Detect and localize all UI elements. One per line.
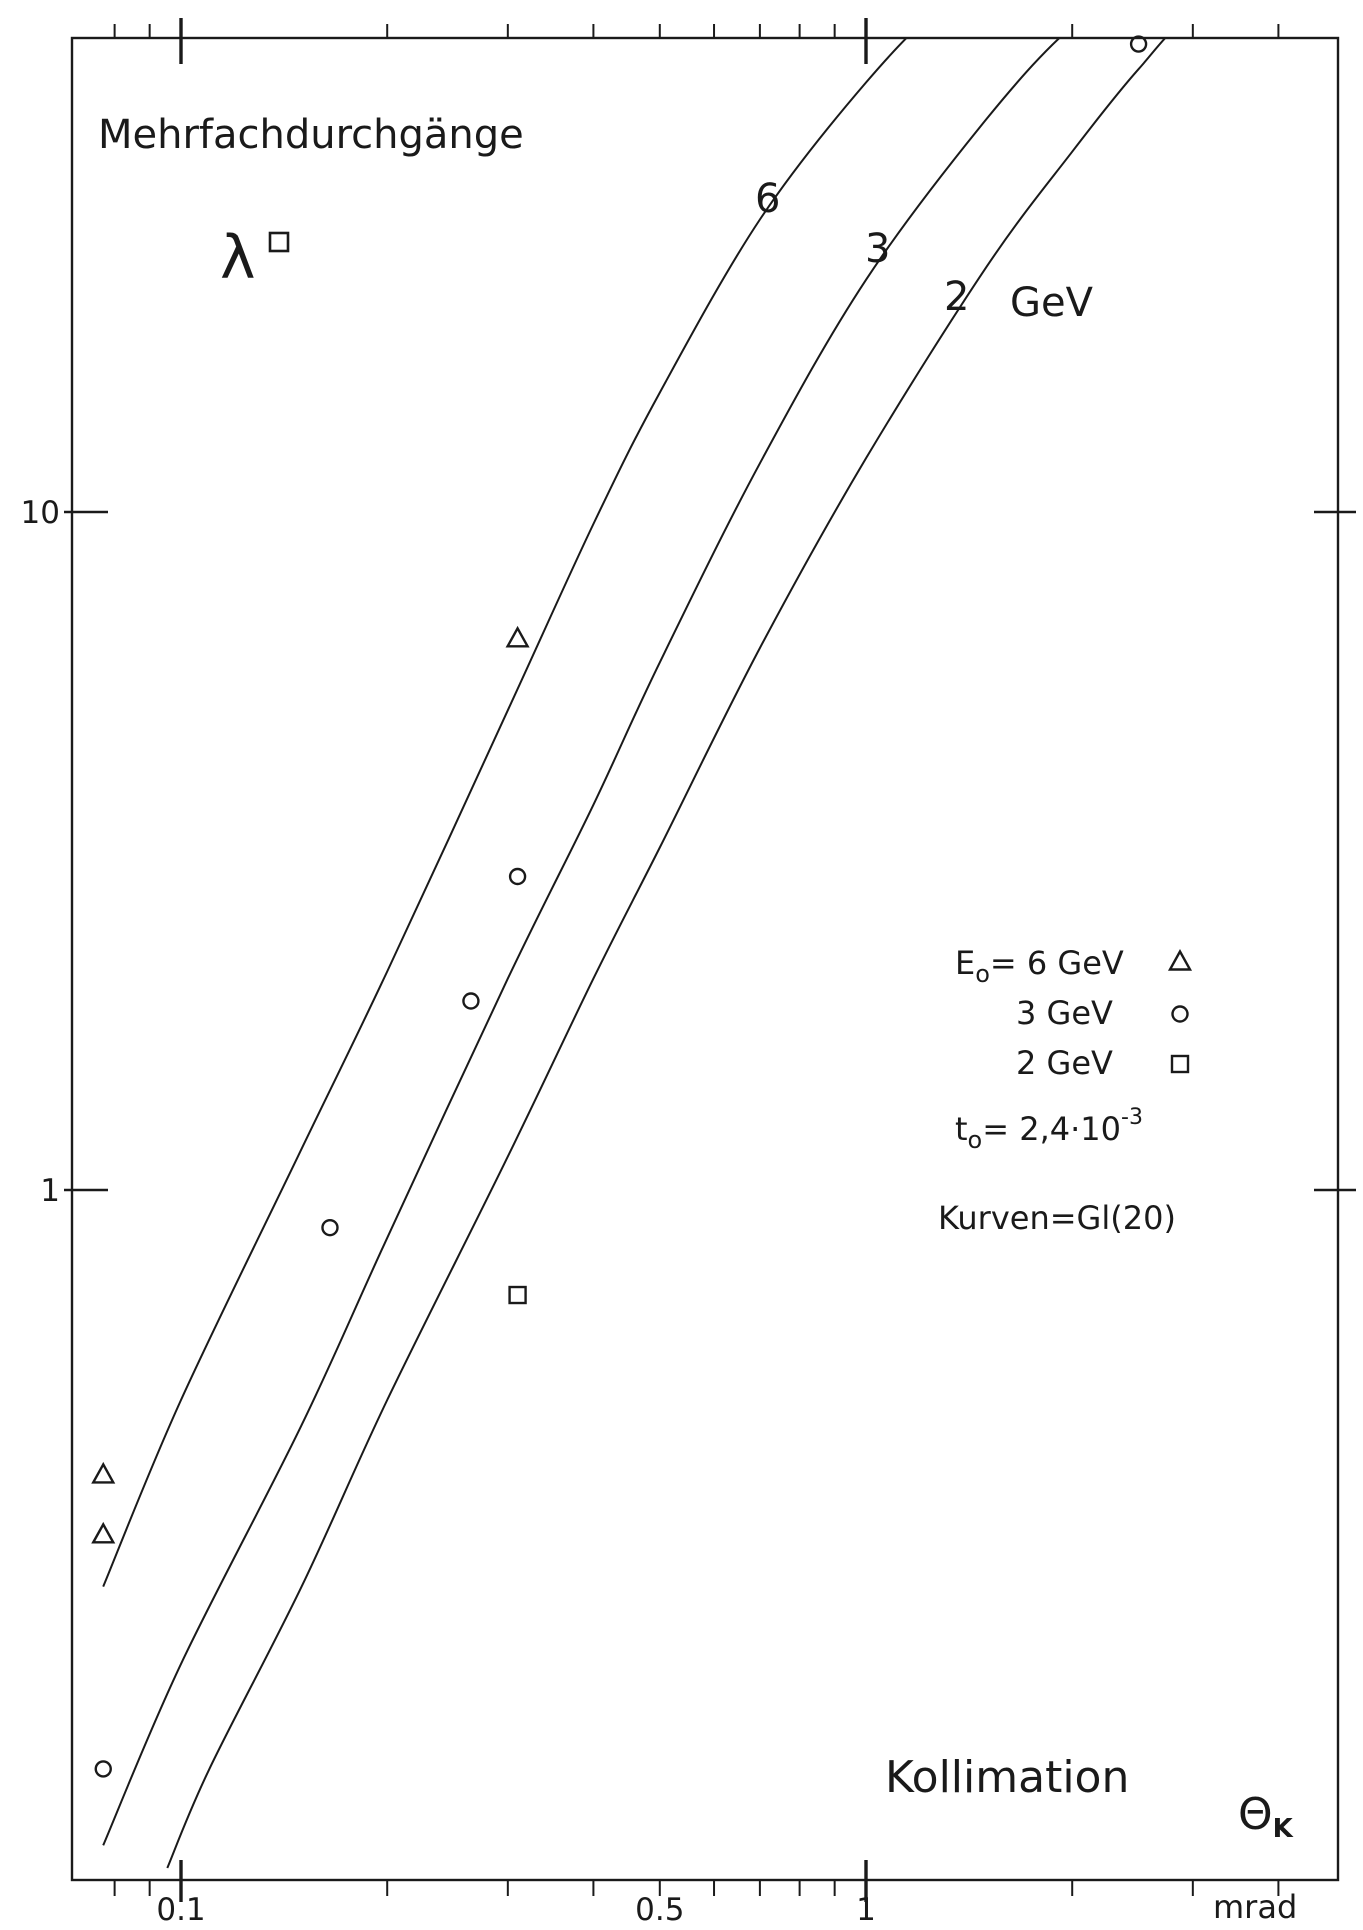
y-tick-label: 10 [21, 495, 60, 531]
curve-label-2: 2 [944, 274, 969, 320]
y-tick-label: 1 [40, 1173, 60, 1209]
y-axis-symbol: λ [220, 223, 256, 293]
curve-6 [102, 38, 908, 1587]
plot-border [70, 36, 1340, 1882]
legend-t0-value: = 2,4·10 [982, 1110, 1121, 1148]
curve-labels: 6 3 2 GeV [755, 176, 1094, 326]
data-point-triangle [91, 1521, 116, 1544]
x-axis-symbol: ΘK [1238, 1789, 1294, 1844]
legend: Eo= 6 GeV 3 GeV 2 GeV to= 2,4·10-3 Kurve… [938, 944, 1193, 1237]
y-axis-label: λ [220, 223, 290, 293]
legend-entry-6gev-label: = 6 GeV [990, 944, 1124, 982]
data-point-triangle [505, 625, 530, 648]
y-axis-ticks: 10 1 [21, 495, 1356, 1209]
chart-title: Mehrfachdurchgänge [98, 112, 524, 158]
data-point-circle [321, 1218, 339, 1237]
legend-entry-3gev: 3 GeV [1016, 994, 1189, 1032]
legend-square-marker [1170, 1054, 1190, 1074]
data-point-square [508, 1285, 527, 1305]
data-point-circle [1129, 35, 1148, 53]
legend-note: Kurven=Gl(20) [938, 1199, 1176, 1237]
data-markers [91, 35, 1148, 1778]
x-axis-ticks: 0.1 0.5 1 [113, 18, 1280, 1928]
legend-t0: to= 2,4·10-3 [955, 1105, 1143, 1154]
x-axis-symbol-subscript: K [1273, 1814, 1294, 1844]
legend-entry-2gev: 2 GeV [1016, 1044, 1190, 1082]
plot-frame [70, 36, 1340, 1882]
svg-text:Eo= 6 GeV: Eo= 6 GeV [955, 944, 1124, 988]
data-point-circle [462, 992, 480, 1010]
legend-triangle-icon [1167, 949, 1193, 971]
curve-label-3: 3 [865, 226, 890, 272]
legend-e-symbol: E [955, 944, 975, 982]
data-point-circle [508, 867, 527, 886]
legend-circle-marker [1171, 1005, 1189, 1023]
legend-entry-2gev-label: 2 GeV [1016, 1044, 1113, 1082]
data-point-circle [94, 1760, 112, 1778]
data-point-triangle [91, 1461, 116, 1484]
x-tick-label: 0.5 [635, 1892, 684, 1928]
x-tick-label: 1 [856, 1892, 876, 1928]
legend-entry-3gev-label: 3 GeV [1016, 994, 1113, 1032]
legend-t0-symbol: t [955, 1110, 968, 1148]
legend-square-icon [1170, 1054, 1190, 1074]
legend-t0-exponent: -3 [1121, 1105, 1143, 1130]
legend-e-subscript: o [975, 960, 990, 988]
x-axis-label: Kollimation [885, 1752, 1129, 1803]
legend-circle-icon [1171, 1005, 1189, 1023]
legend-t0-subscript: o [968, 1126, 983, 1154]
y-axis-square-marker [268, 231, 290, 253]
legend-entry-6gev: Eo= 6 GeV [955, 944, 1193, 988]
curve-3 [102, 38, 1061, 1846]
curves [102, 38, 1167, 1869]
curve-2 [166, 38, 1167, 1869]
curve-label-unit: GeV [1010, 280, 1094, 326]
curve-label-6: 6 [755, 176, 780, 222]
x-tick-label: 0.1 [156, 1892, 205, 1928]
legend-triangle-marker [1167, 949, 1193, 971]
y-axis-square-symbol [268, 231, 290, 253]
x-axis-unit: mrad [1213, 1888, 1297, 1926]
